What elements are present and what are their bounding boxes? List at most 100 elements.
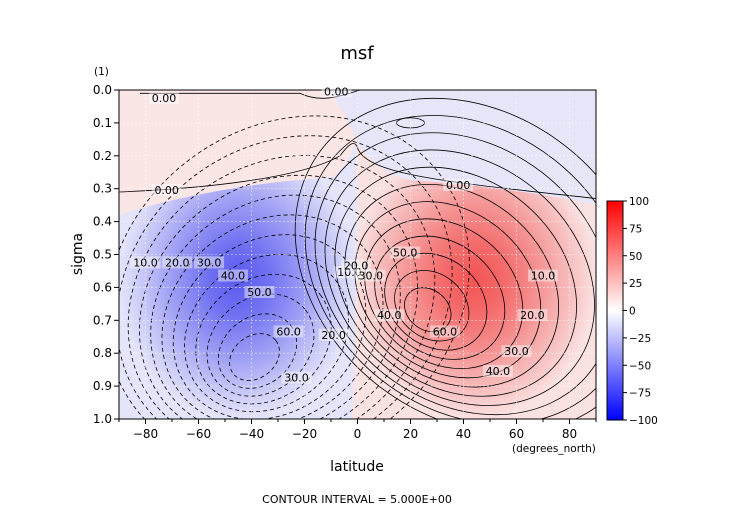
x-tick-label: −20 — [292, 427, 317, 441]
contour-label-bg — [194, 256, 225, 269]
contour-label: 50.0 — [393, 247, 418, 260]
contour-label-bg — [318, 328, 349, 341]
contour-label-bg — [341, 259, 372, 272]
contour-label: 10.0 — [531, 270, 556, 283]
contour-label: 60.0 — [276, 325, 301, 338]
contour-label-bg — [149, 91, 180, 104]
contour-label: 10.0 — [337, 266, 362, 279]
y-units-label: (1) — [94, 66, 109, 78]
contour-label-bg — [162, 256, 193, 269]
contour-label: 30.0 — [359, 270, 384, 283]
negative-contour — [119, 115, 470, 419]
positive-contour — [304, 115, 596, 419]
positive-contour — [354, 201, 542, 379]
y-tick-label: 0.8 — [93, 346, 112, 360]
contour-label-bg — [130, 256, 161, 269]
positive-contour — [364, 218, 524, 370]
contour-label: 20.0 — [344, 260, 369, 273]
positive-contour — [294, 97, 596, 419]
negative-contour — [119, 135, 453, 419]
contour-label-bg — [390, 246, 421, 259]
contour-label: 40.0 — [221, 270, 246, 283]
contour-label-bg — [321, 85, 352, 98]
x-axis: −80 −60 −40 −20 0 20 40 60 80 — [118, 419, 597, 441]
contour-label: 0.00 — [446, 179, 471, 192]
colorbar — [606, 200, 624, 421]
x-tick-label: 40 — [456, 427, 471, 441]
y-tick-label: 0.1 — [93, 116, 112, 130]
x-units-label: (degrees_north) — [512, 443, 596, 455]
y-axis: 0.0 0.1 0.2 0.3 0.4 0.5 0.6 0.7 0.8 0.9 1.0 — [93, 83, 119, 426]
contour-label: 30.0 — [284, 372, 309, 385]
negative-contour — [195, 273, 332, 405]
colorbar-tick-label: 0 — [629, 306, 636, 318]
colorbar-tick-label: −100 — [629, 415, 658, 427]
x-tick-label: 80 — [562, 427, 577, 441]
positive-contour — [344, 183, 560, 388]
contour-label-bg — [334, 266, 365, 279]
y-tick-label: 0.4 — [93, 215, 112, 229]
y-tick-label: 0.6 — [93, 280, 112, 294]
contour-label-bg — [517, 309, 548, 322]
contour-label-bg — [281, 371, 312, 384]
y-tick-label: 0.3 — [93, 182, 112, 196]
negative-contour — [206, 293, 315, 397]
contour-label-bg — [429, 325, 460, 338]
x-tick-label: −60 — [186, 427, 211, 441]
colorbar-tick-label: 25 — [629, 278, 642, 290]
y-tick-label: 0.2 — [93, 149, 112, 163]
colorbar-tick-label: −75 — [629, 388, 651, 400]
contour-label: 40.0 — [486, 365, 511, 378]
contour-label: 0.00 — [152, 92, 177, 105]
negative-contour — [217, 313, 298, 389]
contour-label: 20.0 — [165, 256, 190, 269]
positive-northern-cell — [352, 140, 596, 419]
zero-contour-top — [140, 90, 361, 99]
contour-label-bg — [482, 364, 513, 377]
contour-interval-text: CONTOUR INTERVAL = 5.000E+00 — [262, 493, 452, 506]
contour-label: 30.0 — [197, 256, 222, 269]
x-axis-title: latitude — [330, 459, 384, 475]
negative-contour — [229, 333, 280, 381]
contour-label: 40.0 — [377, 309, 402, 322]
y-tick-label: 0.7 — [93, 313, 112, 327]
colorbar-tick-label: 100 — [629, 196, 649, 208]
colorbar-ticks: 100 75 50 25 0 −25 −50 −75 −100 — [623, 196, 658, 427]
contour-label-bg — [273, 325, 304, 338]
contour-label-bg — [528, 269, 558, 282]
chart-title: msf — [340, 43, 374, 64]
contour-label-bg — [501, 345, 532, 358]
contour-label: 30.0 — [504, 345, 529, 358]
contour-label-bg — [355, 269, 386, 282]
contour-label: 0.00 — [324, 85, 349, 98]
y-axis-title: sigma — [70, 233, 86, 275]
contour-lines — [119, 90, 596, 419]
contour-label-bg — [244, 285, 275, 298]
x-tick-label: 60 — [509, 427, 524, 441]
x-tick-label: 0 — [354, 427, 362, 441]
colorbar-tick-label: 50 — [629, 251, 642, 263]
contour-label: 0.00 — [154, 184, 179, 197]
y-tick-label: 0.9 — [93, 379, 112, 393]
contour-label: 20.0 — [321, 329, 346, 342]
negative-contour — [161, 214, 384, 419]
x-tick-label: −80 — [133, 427, 158, 441]
x-tick-label: 20 — [403, 427, 418, 441]
y-tick-label: 0.0 — [93, 83, 112, 97]
zero-contour — [119, 143, 596, 199]
positive-contour — [334, 166, 577, 397]
contour-label-bg — [374, 309, 405, 322]
positive-contour — [314, 132, 596, 416]
positive-contour — [404, 287, 452, 333]
contour-label: 60.0 — [433, 325, 458, 338]
negative-contour — [139, 174, 418, 419]
positive-contour — [384, 252, 488, 351]
negative-contour — [172, 234, 367, 419]
contour-label-bg — [217, 269, 248, 282]
x-tick-label: −40 — [239, 427, 264, 441]
negative-contour — [184, 254, 349, 413]
contour-label: 50.0 — [247, 286, 272, 299]
positive-contour — [324, 149, 595, 406]
